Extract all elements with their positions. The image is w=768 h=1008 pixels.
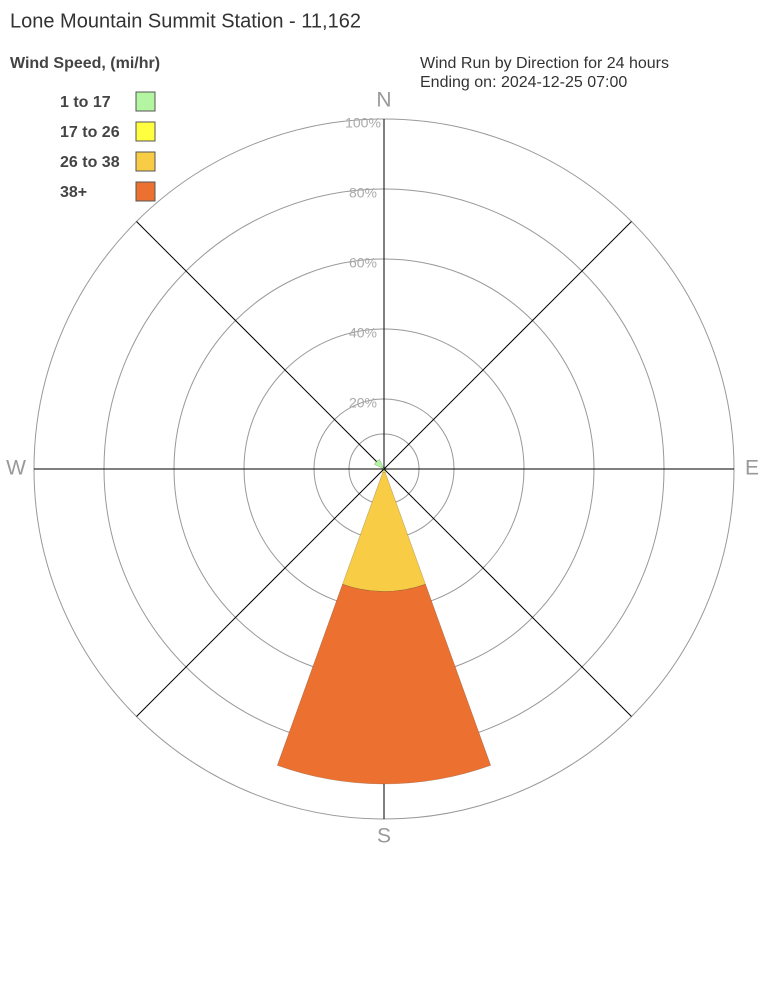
legend-title: Wind Speed, (mi/hr) xyxy=(10,55,160,72)
spoke xyxy=(136,468,385,717)
legend-label: 1 to 17 xyxy=(60,94,111,111)
spoke xyxy=(136,221,385,470)
legend-swatch xyxy=(135,151,156,172)
legend-label: 17 to 26 xyxy=(60,124,120,141)
r-tick-label: 100% xyxy=(345,115,381,131)
subtitle: Ending on: 2024-12-25 07:00 xyxy=(420,74,627,91)
wedge xyxy=(374,459,385,470)
subtitle: Wind Run by Direction for 24 hours xyxy=(420,55,669,72)
legend-swatch xyxy=(135,91,156,112)
compass-label: S xyxy=(377,825,391,848)
r-tick-label: 40% xyxy=(349,325,377,341)
legend-swatch xyxy=(135,181,156,202)
legend-label: 26 to 38 xyxy=(60,154,120,171)
legend-swatch xyxy=(135,121,156,142)
r-tick-label: 20% xyxy=(349,395,377,411)
wedge xyxy=(342,471,426,592)
compass-label: W xyxy=(6,457,26,480)
spoke xyxy=(383,468,632,717)
compass-label: E xyxy=(745,457,759,480)
r-tick-label: 60% xyxy=(349,255,377,271)
legend-label: 38+ xyxy=(60,184,87,201)
spoke xyxy=(383,221,632,470)
r-tick-label: 80% xyxy=(349,185,377,201)
chart-title: Lone Mountain Summit Station - 11,162 xyxy=(10,10,361,32)
wedge xyxy=(276,583,492,785)
compass-label: N xyxy=(376,89,391,112)
